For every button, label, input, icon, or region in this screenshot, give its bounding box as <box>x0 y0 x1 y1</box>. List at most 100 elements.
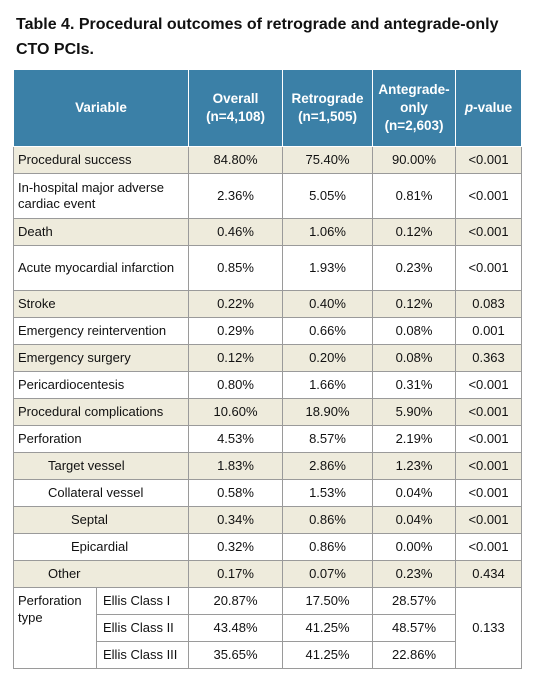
row-label: Acute myocardial infarction <box>12 245 190 291</box>
table-row: Procedural complications 10.60% 18.90% 5… <box>12 398 523 426</box>
cell-retrograde: 41.25% <box>282 641 374 669</box>
cell-p-value: <0.001 <box>455 173 523 219</box>
row-label: Stroke <box>12 290 190 318</box>
table-row: Perforation 4.53% 8.57% 2.19% <0.001 <box>12 425 523 453</box>
cell-antegrade: 0.23% <box>372 245 457 291</box>
header-overall-n: (n=4,108) <box>206 109 265 124</box>
cell-overall: 0.46% <box>188 218 284 246</box>
cell-retrograde: 75.40% <box>282 146 374 174</box>
row-label: Perforation <box>12 425 190 453</box>
table-row: Procedural success 84.80% 75.40% 90.00% … <box>12 146 523 174</box>
table-row: Collateral vessel 0.58% 1.53% 0.04% <0.0… <box>12 479 523 507</box>
cell-overall: 0.29% <box>188 317 284 345</box>
cell-retrograde: 0.66% <box>282 317 374 345</box>
header-row: Variable Overall (n=4,108) Retrograde (n… <box>12 69 523 147</box>
table-row: Emergency reintervention 0.29% 0.66% 0.0… <box>12 317 523 345</box>
cell-p-value: <0.001 <box>455 371 523 399</box>
cell-antegrade: 0.31% <box>372 371 457 399</box>
cell-p-value: 0.434 <box>455 560 523 588</box>
perforation-type-label: Perforation type <box>13 587 97 669</box>
cell-p-value: <0.001 <box>455 245 523 291</box>
cell-antegrade: 0.12% <box>372 290 457 318</box>
cell-p-value: <0.001 <box>455 146 523 174</box>
cell-overall: 10.60% <box>188 398 284 426</box>
table-row-ellis-class-1: Perforation type Ellis Class I 20.87% 17… <box>13 587 523 669</box>
cell-retrograde: 18.90% <box>282 398 374 426</box>
cell-overall: 0.12% <box>188 344 284 372</box>
cell-antegrade: 0.08% <box>372 317 457 345</box>
cell-antegrade: 5.90% <box>372 398 457 426</box>
table-row: Death 0.46% 1.06% 0.12% <0.001 <box>12 218 523 246</box>
cell-antegrade: 90.00% <box>372 146 457 174</box>
cell-antegrade: 0.00% <box>372 533 457 561</box>
perforation-type-label-2: type <box>18 610 43 625</box>
header-retrograde: Retrograde (n=1,505) <box>282 69 374 147</box>
row-label: Ellis Class III <box>95 641 190 669</box>
row-label: Emergency reintervention <box>12 317 190 345</box>
row-label: Collateral vessel <box>12 479 190 507</box>
header-retrograde-n: (n=1,505) <box>298 109 357 124</box>
header-overall-label: Overall <box>212 91 259 106</box>
cell-antegrade: 0.23% <box>372 560 457 588</box>
header-variable: Variable <box>12 69 190 147</box>
row-label: In-hospital major adverse cardiac event <box>12 173 190 219</box>
cell-retrograde: 1.06% <box>282 218 374 246</box>
cell-retrograde: 0.07% <box>282 560 374 588</box>
table-row: Other 0.17% 0.07% 0.23% 0.434 <box>12 560 523 588</box>
cell-p-value: <0.001 <box>455 479 523 507</box>
row-label: Target vessel <box>12 452 190 480</box>
table-row: Target vessel 1.83% 2.86% 1.23% <0.001 <box>12 452 523 480</box>
header-p-italic: p <box>464 100 474 115</box>
cell-antegrade: 0.04% <box>372 506 457 534</box>
cell-retrograde: 41.25% <box>282 614 374 642</box>
header-overall: Overall (n=4,108) <box>188 69 284 147</box>
cell-overall: 0.17% <box>188 560 284 588</box>
cell-p-value: 0.363 <box>455 344 523 372</box>
cell-antegrade: 2.19% <box>372 425 457 453</box>
cell-antegrade: 0.04% <box>372 479 457 507</box>
cell-overall: 84.80% <box>188 146 284 174</box>
cell-overall: 0.22% <box>188 290 284 318</box>
table-row: Stroke 0.22% 0.40% 0.12% 0.083 <box>12 290 523 318</box>
row-label: Procedural complications <box>12 398 190 426</box>
table-row: In-hospital major adverse cardiac event … <box>12 173 523 219</box>
cell-retrograde: 0.86% <box>282 533 374 561</box>
cell-p-value: 0.001 <box>455 317 523 345</box>
row-label: Emergency surgery <box>12 344 190 372</box>
cell-p-value: 0.083 <box>455 290 523 318</box>
cell-antegrade: 0.12% <box>372 218 457 246</box>
header-antegrade-label-2: only <box>400 100 428 115</box>
cell-retrograde: 5.05% <box>282 173 374 219</box>
row-label: Pericardiocentesis <box>12 371 190 399</box>
header-retrograde-label: Retrograde <box>291 91 364 106</box>
table-title: Table 4. Procedural outcomes of retrogra… <box>16 16 499 58</box>
cell-p-value: <0.001 <box>455 506 523 534</box>
cell-overall: 0.32% <box>188 533 284 561</box>
cell-overall: 35.65% <box>188 641 284 669</box>
header-p-rest: -value <box>473 100 513 115</box>
cell-antegrade: 1.23% <box>372 452 457 480</box>
table-row: Acute myocardial infarction 0.85% 1.93% … <box>12 245 523 291</box>
row-label: Death <box>12 218 190 246</box>
row-label: Other <box>12 560 190 588</box>
cell-retrograde: 0.40% <box>282 290 374 318</box>
table-row: Emergency surgery 0.12% 0.20% 0.08% 0.36… <box>12 344 523 372</box>
cell-overall: 0.34% <box>188 506 284 534</box>
cell-overall: 20.87% <box>188 587 284 615</box>
table-row-ellis-class-2: Ellis Class II 43.48% 41.25% 48.57% <box>14 614 522 642</box>
header-antegrade: Antegrade- only (n=2,603) <box>372 69 457 147</box>
cell-p-value: <0.001 <box>455 452 523 480</box>
cell-retrograde: 1.93% <box>282 245 374 291</box>
row-label: Septal <box>12 506 190 534</box>
table-row-ellis-class-3: Ellis Class III 35.65% 41.25% 22.86% <box>14 641 522 669</box>
cell-overall: 4.53% <box>188 425 284 453</box>
cell-antegrade: 0.81% <box>372 173 457 219</box>
cell-overall: 0.58% <box>188 479 284 507</box>
row-label: Procedural success <box>12 146 190 174</box>
outcomes-table: Variable Overall (n=4,108) Retrograde (n… <box>12 69 523 669</box>
table-row: Septal 0.34% 0.86% 0.04% <0.001 <box>12 506 523 534</box>
table-row: Pericardiocentesis 0.80% 1.66% 0.31% <0.… <box>12 371 523 399</box>
cell-retrograde: 0.20% <box>282 344 374 372</box>
cell-antegrade: 0.08% <box>372 344 457 372</box>
cell-antegrade: 22.86% <box>372 641 457 669</box>
